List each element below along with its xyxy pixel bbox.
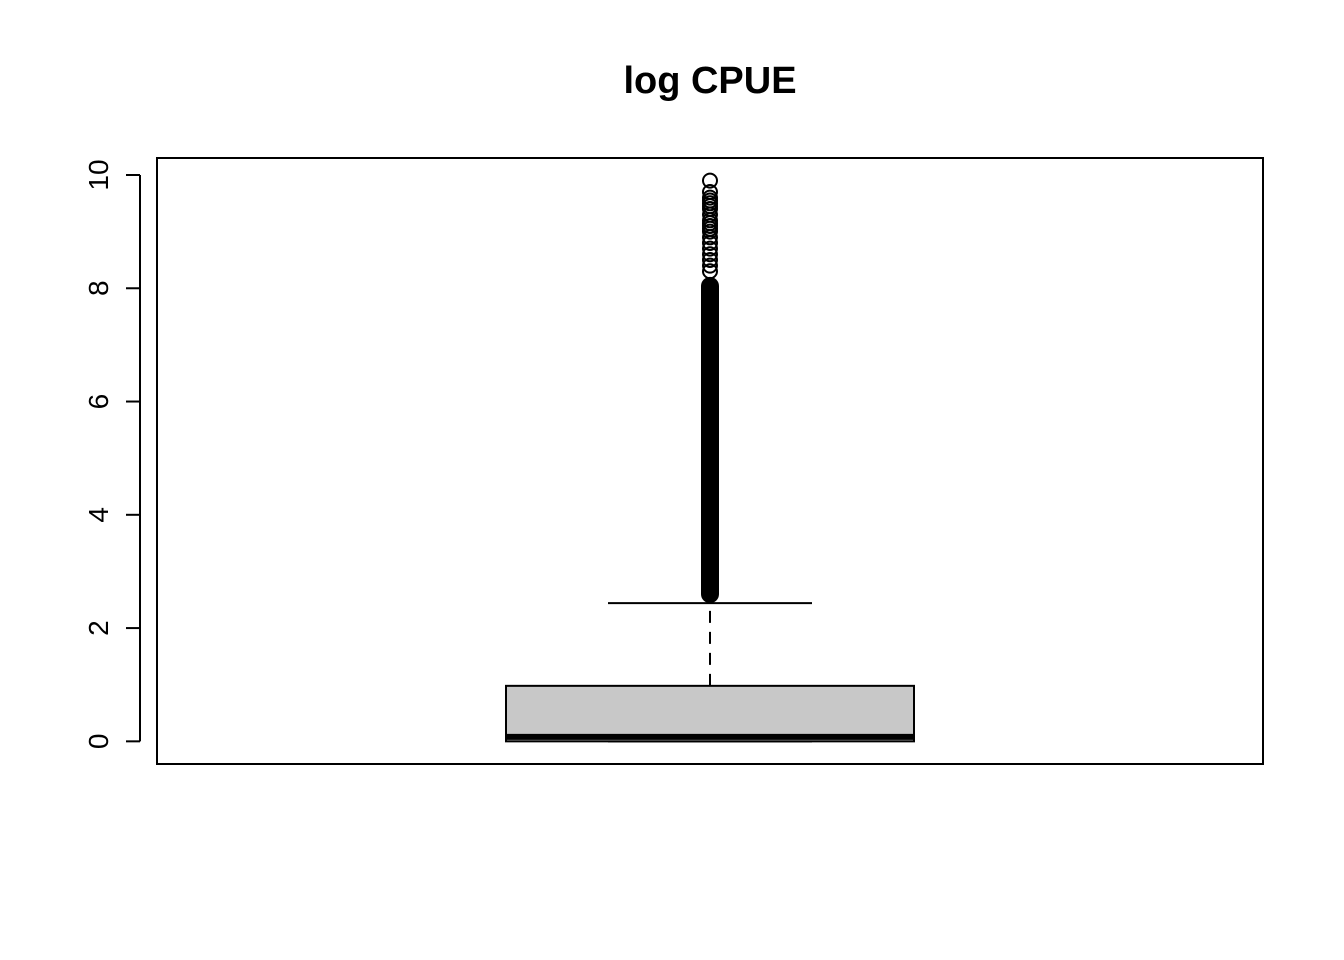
outlier-dense-band <box>701 276 719 604</box>
outlier-point <box>702 240 718 257</box>
outlier-point <box>702 246 718 263</box>
chart-title: log CPUE <box>623 60 796 102</box>
y-tick-label: 2 <box>83 620 114 636</box>
outlier-point <box>702 183 718 200</box>
y-tick-label: 0 <box>83 734 114 750</box>
outlier-point <box>702 257 718 274</box>
outlier-point <box>702 172 718 189</box>
boxplot <box>505 172 915 743</box>
iqr-box <box>505 684 915 743</box>
y-axis: 0 2 4 6 8 10 <box>83 159 141 750</box>
y-tick-label: 6 <box>83 394 114 410</box>
outlier-point <box>702 263 718 280</box>
plot-frame <box>156 157 1264 765</box>
outlier-point <box>702 251 718 268</box>
y-tick-label: 10 <box>83 159 114 190</box>
y-tick-label: 4 <box>83 507 114 523</box>
y-tick-label: 8 <box>83 280 114 296</box>
outlier-point <box>702 189 718 206</box>
